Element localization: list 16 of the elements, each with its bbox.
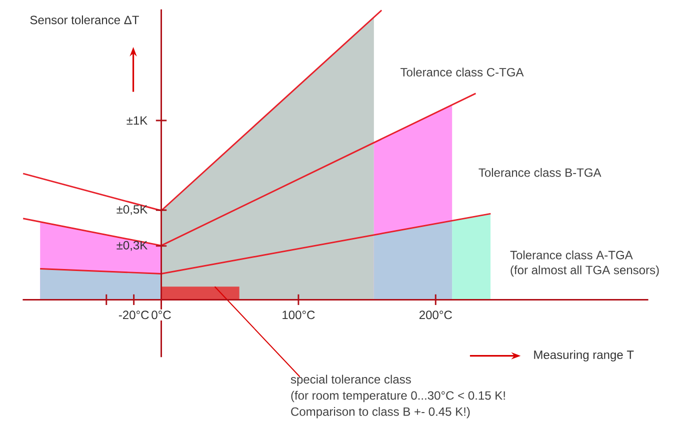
x-tick-label: 0°C bbox=[152, 310, 171, 320]
x-axis-title: Measuring range T bbox=[534, 350, 634, 362]
text: (for room temperature 0...30°C < 0.15 K! bbox=[291, 390, 505, 402]
x-tick-label: -20°C bbox=[118, 310, 149, 320]
annotation: Tolerance class B-TGA bbox=[478, 168, 602, 177]
y-axis-title: Sensor tolerance ΔT bbox=[30, 15, 139, 24]
x-tick-label: 200°C bbox=[419, 310, 452, 320]
annotation: (for almost all TGA sensors) bbox=[510, 265, 659, 277]
y-tick-label: ±0,5K bbox=[116, 205, 148, 215]
text: Comparison to class B +- 0.45 K!) bbox=[291, 406, 470, 418]
x-tick-label: 100°C bbox=[282, 310, 315, 320]
annotation: Tolerance class A-TGA bbox=[510, 250, 633, 260]
annotation: Tolerance class C-TGA bbox=[400, 68, 524, 76]
y-tick-label: ±1K bbox=[126, 116, 148, 125]
annotation: special tolerance class bbox=[290, 374, 411, 386]
y-tick-label: ±0,3K bbox=[116, 240, 148, 251]
